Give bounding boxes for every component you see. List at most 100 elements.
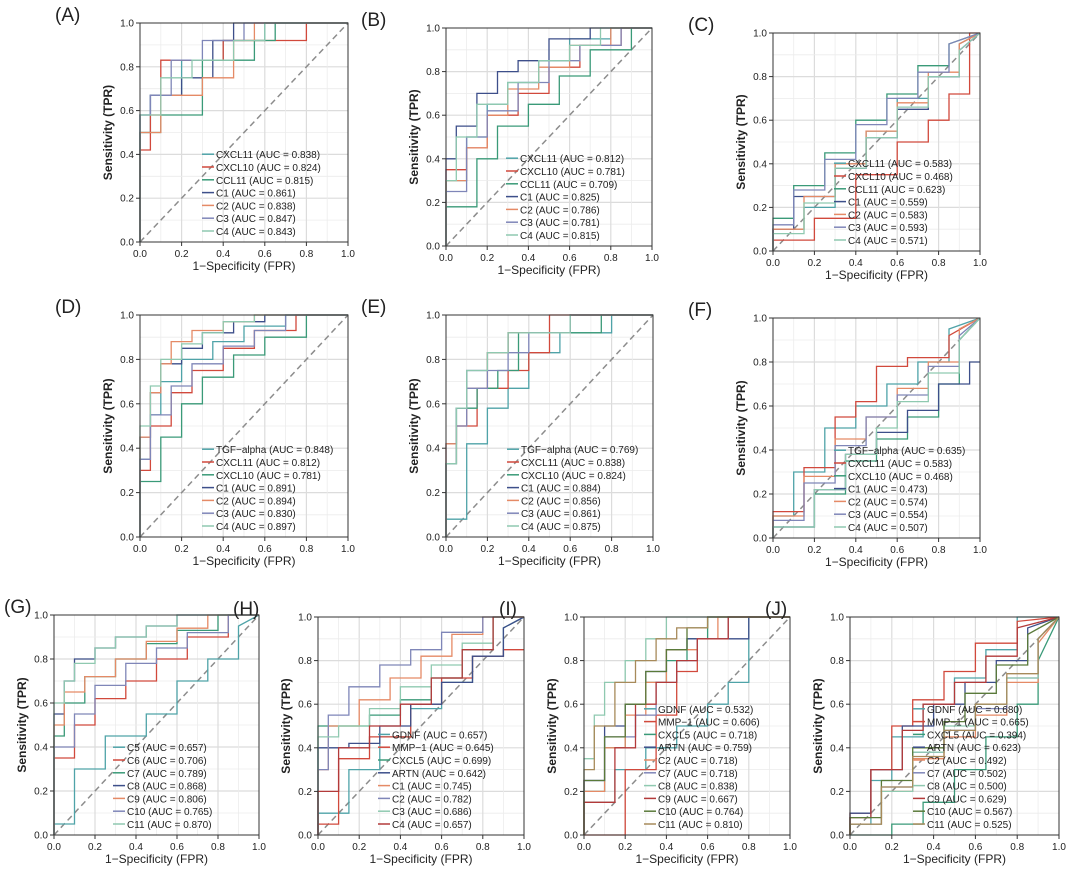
panel-label: (I) [499, 599, 517, 620]
reference-diagonal [445, 314, 654, 538]
y-tick-label: 0.6 [753, 116, 767, 127]
y-tick-label: 0.8 [753, 72, 767, 83]
y-tick-label: 0.2 [426, 198, 440, 209]
roc-curve [849, 616, 1060, 835]
y-tick-label: 0.4 [426, 444, 440, 455]
x-tick-label: 0.8 [742, 842, 756, 853]
roc-curve [445, 27, 652, 246]
legend-entry: C9 (AUC = 0.667) [658, 794, 738, 805]
roc-panel: 0.00.0 0.2 0.2 0.4 0.4 0.6 0.6 0.8 0.8 1.0 1.0 1−Sp… [55, 5, 355, 273]
roc-panel: 0.00.0 0.2 0.2 0.4 0.4 0.6 0.6 0.8 0.8 1.0 1.0 1−Sp… [233, 599, 531, 866]
legend-entry: C3 (AUC = 0.554) [848, 510, 928, 521]
legend-entry: CXCL10 (AUC = 0.781) [216, 471, 321, 482]
legend-entry: C3 (AUC = 0.847) [216, 214, 296, 225]
y-tick-label: 0.8 [298, 656, 312, 667]
legend-entry: C10 (AUC = 0.567) [927, 807, 1012, 818]
y-tick-label: 0.8 [120, 355, 134, 366]
legend-entry: C3 (AUC = 0.686) [392, 807, 472, 818]
x-tick-label: 0.4 [522, 544, 536, 555]
legend-entry: MMP−1 (AUC = 0.645) [392, 743, 494, 754]
legend-entry: C3 (AUC = 0.781) [520, 218, 600, 229]
y-tick-label: 0.2 [120, 194, 134, 205]
x-tick-label: 0.6 [701, 842, 715, 853]
legend-entry: MMP−1 (AUC = 0.665) [927, 718, 1029, 729]
x-tick-label: 1.0 [1052, 842, 1066, 853]
x-tick-label: 1.0 [646, 544, 660, 555]
y-tick-label: 0.6 [34, 699, 48, 710]
x-axis-label: 1−Specificity (FPR) [498, 554, 601, 568]
x-tick-label: 0.0 [439, 544, 453, 555]
roc-panel: 0.00.0 0.2 0.2 0.4 0.4 0.6 0.6 0.8 0.8 1.0 1.0 1−Sp… [765, 599, 1066, 866]
x-axis-label: 1−Specificity (FPR) [192, 259, 295, 273]
legend-entry: C3 (AUC = 0.593) [848, 223, 928, 234]
y-tick-label: 0.4 [564, 743, 578, 754]
x-tick-label: 1.0 [645, 253, 659, 264]
legend-entry: CXCL10 (AUC = 0.781) [520, 167, 625, 178]
y-tick-label: 1.0 [830, 613, 844, 624]
y-tick-label: 0.0 [426, 242, 440, 253]
roc-curve [850, 616, 1060, 836]
plot-frame [139, 22, 349, 243]
x-tick-label: 0.2 [175, 544, 189, 555]
x-tick-label: 1.0 [252, 842, 266, 853]
y-tick-label: 0.6 [753, 402, 767, 413]
legend-entry: C1 (AUC = 0.745) [392, 782, 472, 793]
y-tick-label: 0.0 [830, 831, 844, 842]
roc-panel: 0.00.0 0.2 0.2 0.4 0.4 0.6 0.6 0.8 0.8 1.0 1.0 1−Sp… [688, 15, 987, 282]
y-tick-label: 0.0 [753, 534, 767, 545]
roc-curve [583, 616, 790, 835]
x-tick-label: 0.0 [47, 842, 61, 853]
x-tick-label: 0.6 [890, 258, 904, 269]
y-axis-label: Sensitivity (TPR) [101, 378, 115, 473]
panel-label: (A) [55, 5, 80, 26]
legend-entry: CXCL11 (AUC = 0.583) [848, 159, 952, 170]
x-axis-label: 1−Specificity (FPR) [105, 852, 208, 866]
x-tick-label: 1.0 [783, 842, 797, 853]
y-tick-label: 0.4 [830, 743, 844, 754]
legend-entry: C2 (AUC = 0.782) [392, 794, 472, 805]
x-tick-label: 1.0 [341, 544, 355, 555]
x-axis-label: 1−Specificity (FPR) [825, 555, 928, 569]
legend-entry: TGF−alpha (AUC = 0.769) [521, 445, 638, 456]
y-tick-label: 1.0 [753, 29, 767, 40]
roc-curve [139, 314, 348, 537]
y-tick-label: 0.0 [120, 533, 134, 544]
roc-panel: 0.00.0 0.2 0.2 0.4 0.4 0.6 0.6 0.8 0.8 1.0 1.0 1−Sp… [361, 297, 660, 568]
x-tick-label: 0.2 [175, 249, 189, 260]
legend-entry: CXCL5 (AUC = 0.394) [927, 730, 1026, 741]
roc-panel: 0.00.0 0.2 0.2 0.4 0.4 0.6 0.6 0.8 0.8 1.0 1.0 1−Sp… [499, 599, 797, 866]
y-axis-label: Sensitivity (TPR) [101, 85, 115, 180]
legend-entry: C2 (AUC = 0.838) [216, 201, 296, 212]
x-tick-label: 0.6 [170, 842, 184, 853]
x-tick-label: 0.8 [604, 253, 618, 264]
y-tick-label: 0.8 [426, 355, 440, 366]
x-tick-label: 0.0 [766, 258, 780, 269]
reference-diagonal [139, 314, 349, 538]
x-tick-label: 0.8 [605, 544, 619, 555]
y-axis-label: Sensitivity (TPR) [407, 89, 421, 184]
y-tick-label: 0.4 [753, 159, 767, 170]
legend-entry: C1 (AUC = 0.861) [216, 189, 296, 200]
roc-curve [583, 616, 790, 835]
panel-label: (F) [688, 300, 712, 321]
y-tick-label: 0.4 [120, 150, 134, 161]
y-tick-label: 0.4 [753, 446, 767, 457]
y-tick-label: 1.0 [34, 611, 48, 622]
legend-entry: C2 (AUC = 0.894) [216, 496, 296, 507]
y-tick-label: 0.6 [830, 700, 844, 711]
roc-curve [445, 27, 652, 246]
roc-panel: 0.00.0 0.2 0.2 0.4 0.4 0.6 0.6 0.8 0.8 1.0 1.0 1−Sp… [55, 297, 355, 568]
y-tick-label: 1.0 [120, 19, 134, 30]
x-tick-label: 0.0 [133, 544, 147, 555]
y-tick-label: 0.2 [120, 488, 134, 499]
x-tick-label: 0.2 [480, 253, 494, 264]
x-tick-label: 0.4 [521, 253, 535, 264]
legend-entry: C2 (AUC = 0.574) [848, 497, 928, 508]
y-axis-label: Sensitivity (TPR) [545, 678, 559, 773]
legend-entry: C7 (AUC = 0.718) [658, 769, 738, 780]
legend-entry: C4 (AUC = 0.657) [392, 820, 472, 831]
roc-curve [849, 616, 1060, 835]
plot-frame [445, 314, 654, 538]
legend-entry: C1 (AUC = 0.559) [848, 198, 928, 209]
legend-entry: C10 (AUC = 0.765) [127, 807, 212, 818]
